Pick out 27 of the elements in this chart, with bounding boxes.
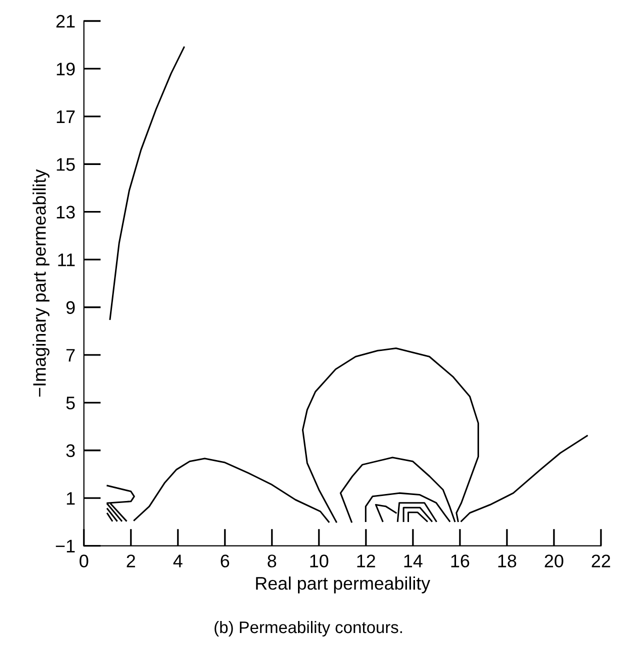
x-tick-label: 14: [404, 554, 422, 568]
x-tick-label: 20: [544, 554, 564, 568]
x-tick-label: 12: [357, 554, 376, 568]
x-tick-label: 10: [310, 554, 328, 568]
x-tick-label: 6: [220, 554, 230, 568]
y-tick-label: 19: [56, 62, 75, 76]
y-tick-label: 1: [66, 492, 75, 505]
x-tick-label: 22: [592, 554, 610, 568]
y-tick-label: −1: [56, 540, 75, 552]
y-tick-label: 17: [56, 110, 75, 123]
y-axis-title: −Imaginary part permeability: [32, 169, 50, 397]
y-tick-label: 15: [56, 158, 75, 171]
y-tick-label: 7: [66, 349, 75, 362]
y-tick-label: 5: [66, 396, 75, 410]
text: (b) Permeability contours.: [214, 620, 402, 636]
y-tick-label: 13: [56, 206, 75, 219]
x-tick-label: 4: [173, 554, 182, 568]
y-tick-label: 11: [58, 254, 75, 266]
x-tick-label: 0: [80, 554, 88, 568]
x-axis-title: Real part permeability: [256, 576, 430, 594]
x-tick-label: 16: [451, 554, 470, 568]
x-tick-label: 18: [498, 554, 516, 568]
y-tick-label: 3: [66, 444, 75, 458]
y-tick-label: 21: [56, 14, 75, 28]
x-tick-label: 2: [126, 554, 136, 568]
x-tick-label: 8: [268, 554, 276, 568]
y-tick-label: 9: [66, 301, 75, 314]
